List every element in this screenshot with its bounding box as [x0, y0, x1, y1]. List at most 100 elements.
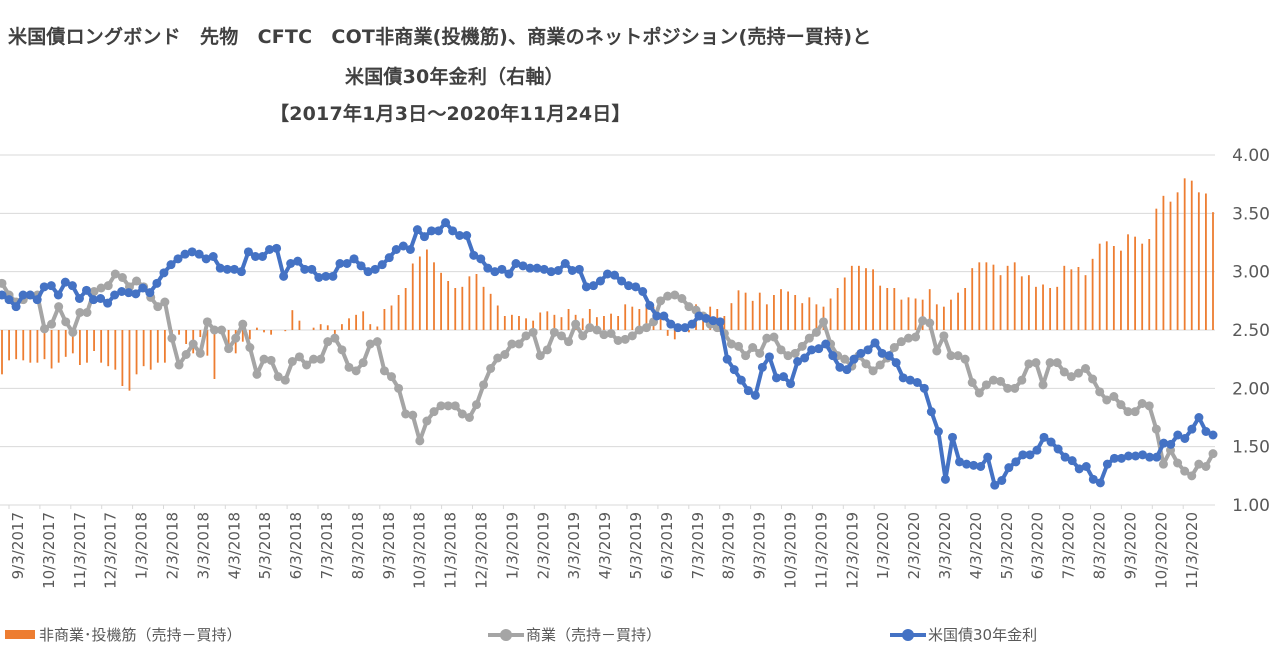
bar-noncommercial [985, 262, 988, 330]
bar-noncommercial [185, 330, 188, 344]
point-yield [1208, 430, 1218, 440]
bar-noncommercial [1183, 178, 1186, 330]
bar-noncommercial [1020, 276, 1023, 330]
bar-noncommercial [1162, 195, 1165, 330]
bar-noncommercial [595, 317, 598, 330]
bar-noncommercial [142, 330, 145, 367]
bar-noncommercial [638, 309, 641, 330]
point-yield [856, 348, 866, 358]
point-commercial [542, 345, 552, 355]
point-commercial [287, 357, 297, 366]
point-yield [279, 271, 289, 281]
point-commercial [776, 345, 786, 355]
point-yield [715, 317, 725, 327]
point-yield [11, 302, 21, 312]
point-yield [891, 358, 901, 368]
x-axis-tick-label: 1/3/2018 [133, 512, 151, 579]
right-axis-tick-label: 1.00 [1232, 496, 1270, 516]
point-commercial [245, 343, 255, 352]
point-commercial [1130, 407, 1140, 417]
bar-noncommercial [1190, 180, 1193, 330]
point-commercial [394, 383, 404, 393]
point-commercial [571, 319, 581, 329]
point-yield [779, 372, 789, 382]
point-commercial [528, 327, 538, 337]
point-yield [807, 345, 817, 355]
point-commercial [861, 359, 871, 369]
point-yield [1166, 439, 1176, 449]
bar-noncommercial [964, 288, 967, 330]
point-yield [236, 267, 246, 277]
point-commercial [188, 339, 198, 349]
bar-noncommercial [482, 286, 485, 330]
point-yield [1159, 438, 1169, 448]
bar-noncommercial [1176, 192, 1179, 330]
point-commercial [918, 316, 928, 326]
point-commercial [1010, 383, 1020, 393]
bar-noncommercial [312, 327, 315, 330]
point-commercial [1038, 380, 1048, 390]
point-yield [743, 386, 753, 396]
point-commercial [840, 354, 850, 364]
x-axis-tick-label: 4/3/2018 [225, 512, 243, 579]
point-yield [1173, 430, 1183, 440]
point-commercial [748, 343, 758, 352]
point-commercial [1059, 367, 1069, 377]
point-commercial [903, 333, 913, 343]
bar-noncommercial [942, 306, 945, 330]
point-yield [919, 383, 929, 393]
point-yield [1067, 456, 1077, 466]
bar-noncommercial [553, 314, 556, 330]
bar-noncommercial [730, 303, 733, 330]
bar-noncommercial [773, 295, 775, 330]
x-axis-tick-label: 8/3/2018 [349, 512, 367, 579]
legend-item-noncommercial: 非商業･投機筋（売持－買持） [5, 624, 242, 645]
point-commercial [932, 346, 942, 356]
point-yield [462, 231, 472, 240]
bar-noncommercial [645, 304, 648, 330]
point-commercial [656, 296, 666, 306]
point-yield [722, 354, 732, 364]
point-yield [1060, 452, 1070, 462]
point-commercial [259, 354, 269, 364]
bar-noncommercial [1155, 208, 1158, 330]
bar-noncommercial [86, 330, 88, 363]
bar-noncommercial [248, 330, 251, 340]
x-axis-tick-label: 10/3/2019 [782, 512, 800, 589]
point-yield [814, 344, 824, 354]
point-yield [173, 254, 183, 264]
point-yield [391, 245, 401, 254]
bar-noncommercial [617, 316, 620, 330]
x-axis-tick-label: 8/3/2020 [1091, 512, 1109, 579]
point-yield [581, 282, 591, 292]
bar-noncommercial [178, 330, 180, 335]
bar-noncommercial [496, 305, 499, 330]
bar-noncommercial [907, 297, 910, 330]
x-axis-tick-label: 11/3/2020 [1183, 512, 1201, 589]
point-yield [947, 432, 957, 442]
x-axis-tick-label: 11/3/2018 [442, 512, 460, 589]
point-yield [898, 373, 908, 383]
point-yield [933, 427, 943, 436]
bar-noncommercial [1148, 239, 1151, 330]
point-commercial [82, 308, 92, 317]
point-commercial [1088, 374, 1098, 384]
bar-noncommercial [475, 274, 478, 330]
bar-noncommercial [1056, 286, 1059, 330]
point-yield [419, 232, 429, 242]
bar-noncommercial [999, 275, 1002, 330]
point-yield [145, 288, 155, 298]
point-commercial [316, 354, 326, 364]
point-commercial [549, 327, 559, 337]
point-commercial [330, 333, 340, 343]
bar-noncommercial [1070, 269, 1073, 330]
point-commercial [238, 319, 248, 329]
bar-noncommercial [510, 314, 513, 330]
point-commercial [408, 410, 418, 420]
point-commercial [280, 375, 290, 385]
point-yield [793, 357, 803, 366]
bar-noncommercial [935, 304, 938, 330]
point-commercial [953, 351, 963, 361]
point-yield [673, 323, 683, 333]
